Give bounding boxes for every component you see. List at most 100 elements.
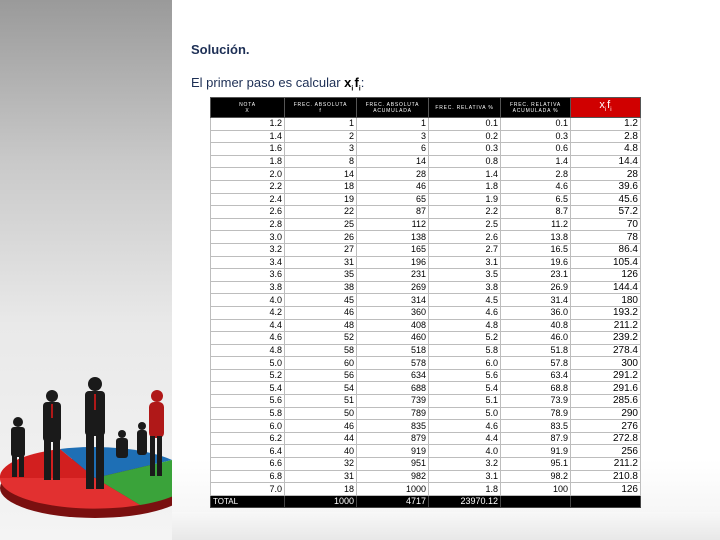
- frec-relativa-acumulada-cell: 19.6: [500, 255, 571, 270]
- frec-absoluta-acumulada-cell: 578: [356, 356, 429, 370]
- frec-absoluta-acumulada-cell: 165: [356, 242, 429, 257]
- nota-cell: 1.6: [210, 142, 285, 156]
- nota-cell: 3.8: [210, 280, 285, 295]
- frec-absoluta-cell: 31: [284, 255, 357, 270]
- nota-cell: 3.6: [210, 268, 285, 282]
- frec-relativa-acumulada-cell: 26.9: [500, 280, 571, 295]
- nota-cell: 6.0: [210, 419, 285, 433]
- frec-relativa-cell: 0.1: [428, 117, 501, 131]
- frec-relativa-acumulada-cell: 13.8: [500, 230, 571, 244]
- header-frec-absoluta-acumulada: FREC. ABSOLUTA ACUMULADA: [356, 97, 429, 118]
- table-row: 3.4 31 196 3.1 19.6 105.4: [210, 255, 641, 270]
- frec-absoluta-acumulada-cell: 138: [356, 230, 429, 244]
- frec-relativa-acumulada-cell: 2.8: [500, 167, 571, 181]
- frec-absoluta-cell: 25: [284, 217, 357, 232]
- frec-relativa-acumulada-cell: 100: [500, 482, 571, 496]
- table-header-row: NOTA X FREC. ABSOLUTA f FREC. ABSOLUTA ACUM…: [210, 97, 641, 118]
- header-nota: NOTA X: [210, 97, 285, 118]
- xi-fi-cell: 4.8: [570, 142, 641, 156]
- xi-fi-cell: 211.2: [570, 318, 641, 333]
- frec-absoluta-cell: 31: [284, 469, 357, 484]
- nota-cell: 2.2: [210, 179, 285, 194]
- frec-relativa-cell: 5.8: [428, 343, 501, 358]
- frec-absoluta-acumulada-cell: 1: [356, 117, 429, 131]
- frec-absoluta-acumulada-cell: 6: [356, 142, 429, 156]
- frec-absoluta-acumulada-cell: 688: [356, 381, 429, 396]
- frec-relativa-cell: 2.7: [428, 242, 501, 257]
- frec-relativa-cell: 4.6: [428, 305, 501, 320]
- table-row: 6.2 44 879 4.4 87.9 272.8: [210, 431, 641, 446]
- table-row: 4.6 52 460 5.2 46.0 239.2: [210, 331, 641, 345]
- frec-absoluta-cell: 14: [284, 167, 357, 181]
- frec-relativa-cell: 5.0: [428, 406, 501, 421]
- frec-absoluta-acumulada-cell: 982: [356, 469, 429, 484]
- frec-relativa-cell: 5.4: [428, 381, 501, 396]
- frec-absoluta-cell: 44: [284, 431, 357, 446]
- nota-cell: 6.4: [210, 444, 285, 459]
- frec-absoluta-acumulada-cell: 87: [356, 205, 429, 219]
- table-row: 6.4 40 919 4.0 91.9 256: [210, 444, 641, 459]
- frec-absoluta-cell: 46: [284, 305, 357, 320]
- xi-fi-cell: 86.4: [570, 242, 641, 257]
- table-body: 1.2 1 1 0.1 0.1 1.2 1.4 2 3 0.2 0.3 2.8 1.6 3 6 0.3 0.6 4…: [210, 117, 641, 509]
- total-cell: 4717: [356, 494, 429, 509]
- page-title: Solución.: [191, 42, 250, 57]
- frec-relativa-cell: 4.0: [428, 444, 501, 459]
- frec-absoluta-acumulada-cell: 14: [356, 154, 429, 169]
- table-row: 5.2 56 634 5.6 63.4 291.2: [210, 368, 641, 383]
- frec-relativa-cell: 2.5: [428, 217, 501, 232]
- xi-fi-cell: 239.2: [570, 331, 641, 345]
- frec-absoluta-cell: 56: [284, 368, 357, 383]
- frec-absoluta-acumulada-cell: 634: [356, 368, 429, 383]
- xi-fi-cell: 144.4: [570, 280, 641, 295]
- frec-relativa-cell: 3.5: [428, 268, 501, 282]
- frec-absoluta-cell: 22: [284, 205, 357, 219]
- total-cell: [570, 494, 641, 509]
- frec-absoluta-cell: 35: [284, 268, 357, 282]
- frec-absoluta-cell: 58: [284, 343, 357, 358]
- frec-absoluta-acumulada-cell: 360: [356, 305, 429, 320]
- table-row: 4.0 45 314 4.5 31.4 180: [210, 293, 641, 307]
- xi-fi-cell: 278.4: [570, 343, 641, 358]
- frec-absoluta-acumulada-cell: 46: [356, 179, 429, 194]
- frec-absoluta-cell: 52: [284, 331, 357, 345]
- nota-cell: 1.4: [210, 129, 285, 144]
- frec-absoluta-cell: 2: [284, 129, 357, 144]
- xi-fi-cell: 276: [570, 419, 641, 433]
- frec-absoluta-cell: 48: [284, 318, 357, 333]
- xi-fi-cell: 180: [570, 293, 641, 307]
- nota-cell: 2.4: [210, 192, 285, 207]
- table-row: 3.8 38 269 3.8 26.9 144.4: [210, 280, 641, 295]
- frec-absoluta-cell: 60: [284, 356, 357, 370]
- xi-fi-cell: 193.2: [570, 305, 641, 320]
- frec-absoluta-cell: 32: [284, 457, 357, 471]
- frec-absoluta-cell: 8: [284, 154, 357, 169]
- frec-relativa-acumulada-cell: 46.0: [500, 331, 571, 345]
- frequency-table: NOTA X FREC. ABSOLUTA f FREC. ABSOLUTA ACUM…: [210, 97, 641, 509]
- frec-relativa-cell: 3.8: [428, 280, 501, 295]
- nota-cell: 3.0: [210, 230, 285, 244]
- nota-cell: 5.4: [210, 381, 285, 396]
- xi-fi-cell: 78: [570, 230, 641, 244]
- frec-absoluta-acumulada-cell: 739: [356, 394, 429, 408]
- xi-fi-cell: 45.6: [570, 192, 641, 207]
- frec-absoluta-acumulada-cell: 789: [356, 406, 429, 421]
- xi-fi-cell: 70: [570, 217, 641, 232]
- table-row: 1.4 2 3 0.2 0.3 2.8: [210, 129, 641, 144]
- frec-relativa-cell: 3.1: [428, 469, 501, 484]
- frec-absoluta-acumulada-cell: 919: [356, 444, 429, 459]
- frec-absoluta-cell: 18: [284, 179, 357, 194]
- xi-fi-cell: 57.2: [570, 205, 641, 219]
- xi-fi-cell: 126: [570, 268, 641, 282]
- frec-absoluta-acumulada-cell: 28: [356, 167, 429, 181]
- frec-relativa-cell: 4.4: [428, 431, 501, 446]
- intro-sentence: El primer paso es calcular: [191, 75, 345, 90]
- xi-fi-cell: 39.6: [570, 179, 641, 194]
- frec-absoluta-cell: 1: [284, 117, 357, 131]
- xi-fi-cell: 2.8: [570, 129, 641, 144]
- table-row: 6.0 46 835 4.6 83.5 276: [210, 419, 641, 433]
- header-frec-relativa: FREC. RELATIVA %: [428, 97, 501, 118]
- total-cell: 23970.12: [428, 494, 501, 509]
- nota-cell: 1.8: [210, 154, 285, 169]
- frec-absoluta-cell: 38: [284, 280, 357, 295]
